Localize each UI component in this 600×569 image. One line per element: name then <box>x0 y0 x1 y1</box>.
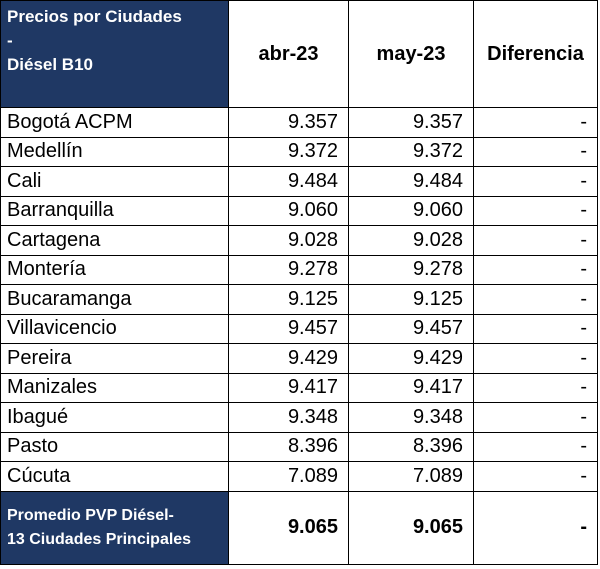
header-title-line: - <box>7 31 13 50</box>
price-cell: - <box>474 373 597 402</box>
city-name: Pasto <box>1 432 228 461</box>
price-cell: 7.089 <box>349 462 473 491</box>
city-name: Cúcuta <box>1 462 228 491</box>
city-name: Manizales <box>1 373 228 402</box>
city-name: Medellín <box>1 137 228 166</box>
price-cell: - <box>474 403 597 432</box>
column-header: Diferencia <box>474 1 597 107</box>
price-cell: 9.125 <box>229 285 348 314</box>
price-cell: - <box>474 196 597 225</box>
city-name: Ibagué <box>1 403 228 432</box>
column-header: abr-23 <box>229 1 348 107</box>
price-cell: - <box>474 137 597 166</box>
price-cell: 9.417 <box>229 373 348 402</box>
footer-value: - <box>474 491 597 564</box>
price-cell: - <box>474 462 597 491</box>
price-cell: 9.429 <box>349 344 473 373</box>
price-cell: 9.028 <box>229 226 348 255</box>
price-cell: 9.278 <box>229 255 348 284</box>
price-cell: - <box>474 344 597 373</box>
city-name: Villavicencio <box>1 314 228 343</box>
price-cell: 9.417 <box>349 373 473 402</box>
price-cell: 9.348 <box>349 403 473 432</box>
column-header: may-23 <box>349 1 473 107</box>
price-cell: - <box>474 285 597 314</box>
header-title-line: Precios por Ciudades <box>7 7 182 26</box>
price-cell: 9.484 <box>229 167 348 196</box>
price-cell: 9.357 <box>229 108 348 137</box>
city-name: Pereira <box>1 344 228 373</box>
city-name: Cartagena <box>1 226 228 255</box>
price-cell: 9.457 <box>229 314 348 343</box>
city-name: Bogotá ACPM <box>1 108 228 137</box>
price-cell: 9.125 <box>349 285 473 314</box>
city-name: Bucaramanga <box>1 285 228 314</box>
price-cell: 8.396 <box>229 432 348 461</box>
header-title-line: Diésel B10 <box>7 55 93 74</box>
price-cell: - <box>474 314 597 343</box>
price-cell: - <box>474 432 597 461</box>
footer-value: 9.065 <box>229 491 348 564</box>
price-cell: 9.372 <box>229 137 348 166</box>
footer-label-line: 13 Ciudades Principales <box>7 530 192 548</box>
city-name: Montería <box>1 255 228 284</box>
price-cell: 7.089 <box>229 462 348 491</box>
price-cell: 9.348 <box>229 403 348 432</box>
price-cell: 9.429 <box>229 344 348 373</box>
price-cell: 9.357 <box>349 108 473 137</box>
footer-value: 9.065 <box>349 491 473 564</box>
price-cell: 9.278 <box>349 255 473 284</box>
city-name: Cali <box>1 167 228 196</box>
city-name: Barranquilla <box>1 196 228 225</box>
price-cell: 9.484 <box>349 167 473 196</box>
price-cell: - <box>474 226 597 255</box>
price-cell: 9.372 <box>349 137 473 166</box>
footer-label-cell: Promedio PVP Diésel- 13 Ciudades Principa… <box>1 491 228 564</box>
header-title-cell: Precios por Ciudades - Diésel B10 <box>1 1 228 107</box>
price-cell: - <box>474 255 597 284</box>
price-cell: 9.060 <box>229 196 348 225</box>
price-cell: - <box>474 167 597 196</box>
price-cell: - <box>474 108 597 137</box>
price-cell: 9.060 <box>349 196 473 225</box>
price-cell: 9.028 <box>349 226 473 255</box>
price-cell: 9.457 <box>349 314 473 343</box>
price-cell: 8.396 <box>349 432 473 461</box>
footer-label-line: Promedio PVP Diésel- <box>7 506 174 524</box>
